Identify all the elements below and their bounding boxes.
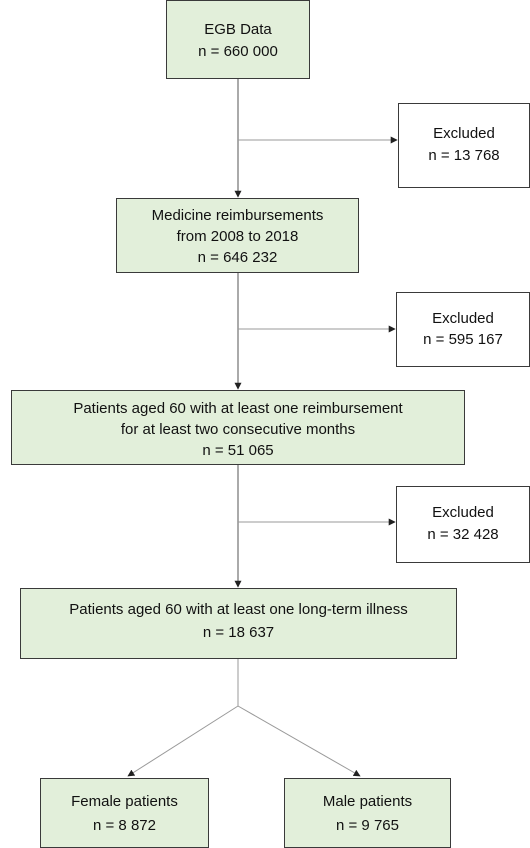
process-box xyxy=(116,198,359,273)
box-label: Excluded xyxy=(432,504,494,521)
excluded-box xyxy=(398,103,530,188)
box-label: n = 8 872 xyxy=(93,817,156,834)
box-label: n = 595 167 xyxy=(423,331,503,348)
box-label: n = 9 765 xyxy=(336,817,399,834)
box-label: n = 18 637 xyxy=(203,624,274,641)
process-box xyxy=(284,778,451,848)
box-label: Female patients xyxy=(71,793,178,810)
arrow xyxy=(237,705,361,777)
box-label: Medicine reimbursements xyxy=(152,207,324,224)
excluded-box xyxy=(396,486,530,563)
box-label: n = 13 768 xyxy=(428,147,499,164)
box-label: Patients aged 60 with at least one long-… xyxy=(69,601,408,618)
arrow xyxy=(127,705,239,777)
box-label: for at least two consecutive months xyxy=(121,421,355,438)
box-label: Excluded xyxy=(433,125,495,142)
excluded-box xyxy=(396,292,530,367)
box-label: Male patients xyxy=(323,793,412,810)
process-box xyxy=(20,588,457,659)
box-label: n = 646 232 xyxy=(198,249,278,266)
box-label: Patients aged 60 with at least one reimb… xyxy=(73,400,403,417)
box-label: n = 32 428 xyxy=(427,526,498,543)
process-box xyxy=(166,0,310,79)
box-label: EGB Data xyxy=(204,21,272,38)
box-label: n = 660 000 xyxy=(198,43,278,60)
process-box xyxy=(11,390,465,465)
box-label: n = 51 065 xyxy=(202,442,273,459)
process-box xyxy=(40,778,209,848)
box-label: Excluded xyxy=(432,310,494,327)
box-label: from 2008 to 2018 xyxy=(177,228,299,245)
